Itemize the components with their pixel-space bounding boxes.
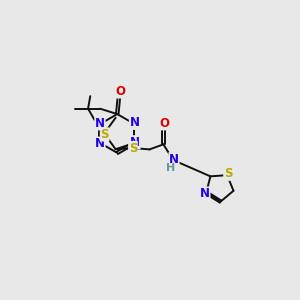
- Text: N: N: [130, 136, 140, 149]
- Text: S: S: [224, 167, 232, 180]
- Text: N: N: [95, 117, 105, 130]
- Text: O: O: [115, 85, 125, 98]
- Text: O: O: [159, 117, 169, 130]
- Text: N: N: [130, 116, 140, 129]
- Text: N: N: [200, 187, 210, 200]
- Text: H: H: [166, 163, 176, 173]
- Text: S: S: [129, 142, 137, 154]
- Text: N: N: [169, 153, 179, 166]
- Text: S: S: [100, 128, 109, 141]
- Text: N: N: [95, 137, 105, 150]
